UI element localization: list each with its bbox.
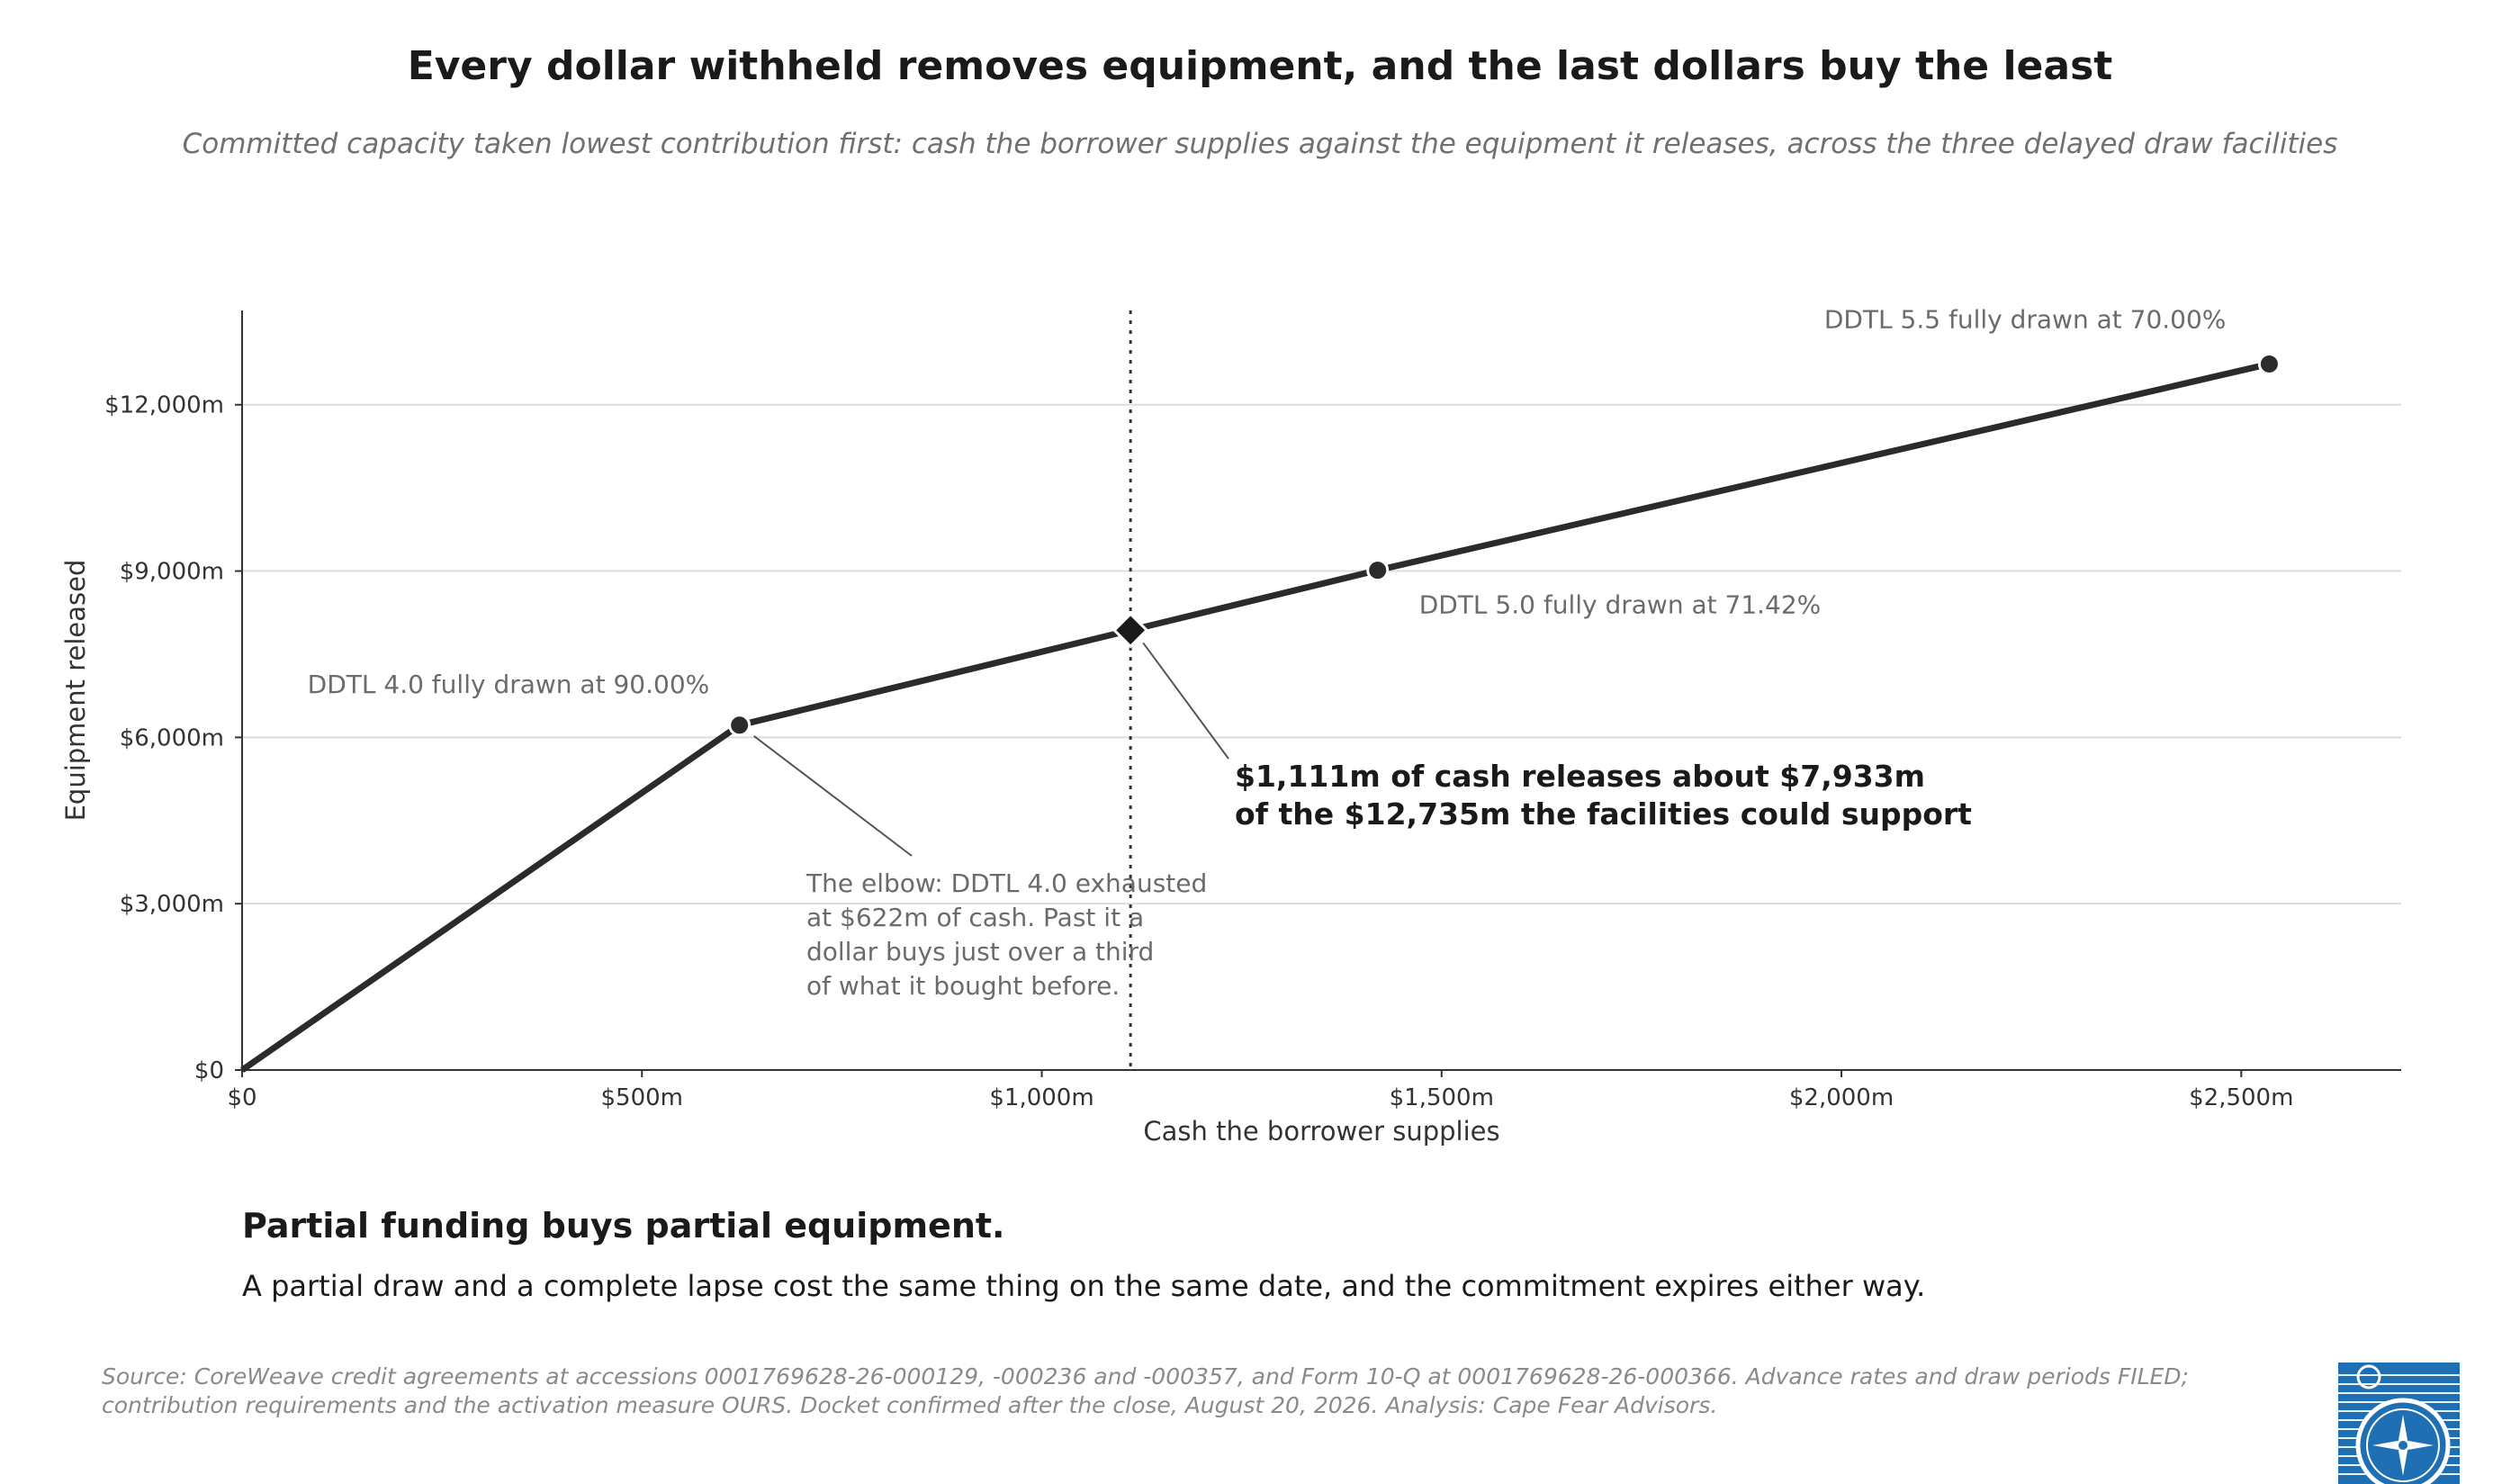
chart-title: Every dollar withheld removes equipment,… <box>407 43 2113 89</box>
y-tick-label: $6,000m <box>120 724 224 751</box>
elbow-annotation-line: at $622m of cash. Past it a <box>806 903 1144 932</box>
y-tick-label: $9,000m <box>120 559 224 586</box>
elbow-leader-line <box>753 735 913 857</box>
takeaway-headline: Partial funding buys partial equipment. <box>242 1206 1005 1246</box>
elbow-annotation-line: dollar buys just over a third <box>806 937 1154 967</box>
x-tick-label: $500m <box>601 1084 684 1111</box>
x-tick-label: $0 <box>227 1084 256 1111</box>
grid-lines <box>242 403 2401 905</box>
callout-annotation-line: $1,111m of cash releases about $7,933m <box>1235 759 1925 794</box>
point-label-ddtl-5-0: DDTL 5.0 fully drawn at 71.42% <box>1419 590 1822 620</box>
series-layer <box>240 310 2281 1073</box>
facility-point <box>2257 352 2281 375</box>
point-label-ddtl-4-0: DDTL 4.0 fully drawn at 90.00% <box>308 670 710 699</box>
x-tick-label: $1,500m <box>1390 1084 1494 1111</box>
y-tick-label: $12,000m <box>104 392 224 419</box>
line-chart: $0 $3,000m $6,000m $9,000m $12,000m $0 $500m $1… <box>60 304 2401 1147</box>
x-tick-label: $2,000m <box>1789 1084 1894 1111</box>
tick-labels: $0 $3,000m $6,000m $9,000m $12,000m $0 $500m $1… <box>104 392 2293 1111</box>
callout-annotation-line: of the $12,735m the facilities could sup… <box>1235 796 1972 832</box>
facility-point <box>1366 559 1390 582</box>
series-line <box>240 361 2271 1073</box>
x-tick-label: $1,000m <box>989 1084 1094 1111</box>
point-label-ddtl-5-5: DDTL 5.5 fully drawn at 70.00% <box>1824 304 2227 334</box>
compass-icon <box>2338 1363 2460 1484</box>
y-tick-label: $3,000m <box>120 891 224 918</box>
chart-subtitle: Committed capacity taken lowest contribu… <box>182 128 2338 160</box>
facility-point <box>728 714 752 737</box>
y-tick-label: $0 <box>194 1057 224 1084</box>
takeaway-body: A partial draw and a complete lapse cost… <box>242 1269 1926 1303</box>
current-draw-marker <box>1112 612 1149 649</box>
elbow-annotation-line: The elbow: DDTL 4.0 exhausted <box>806 868 1207 898</box>
axes <box>235 310 2401 1077</box>
x-axis-label: Cash the borrower supplies <box>1143 1116 1499 1147</box>
y-axis-label: Equipment released <box>60 560 91 822</box>
x-tick-label: $2,500m <box>2189 1084 2293 1111</box>
source-note: Source: CoreWeave credit agreements at a… <box>102 1363 2189 1418</box>
annotations: DDTL 4.0 fully drawn at 90.00% DDTL 5.0 f… <box>308 304 2227 1001</box>
callout-leader-line <box>1142 642 1229 760</box>
elbow-annotation-line: of what it bought before. <box>806 971 1120 1001</box>
